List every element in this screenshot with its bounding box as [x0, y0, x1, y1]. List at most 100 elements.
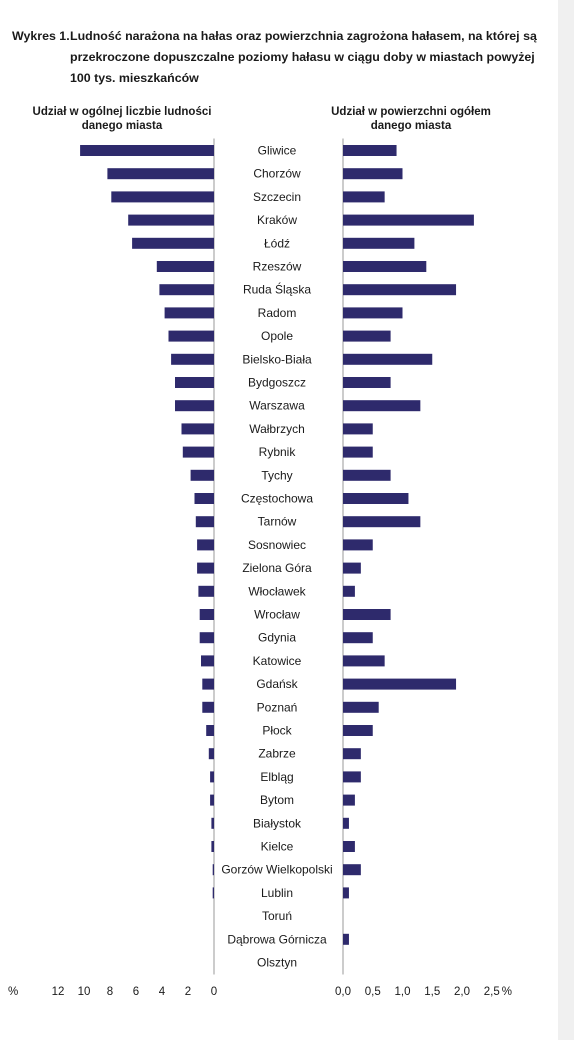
figure-title-line-1: Ludność narażona na hałas oraz powierzch…: [70, 29, 537, 43]
category-label-lublin: Lublin: [261, 886, 293, 900]
right-axis-tick-0-0: 0,0: [335, 986, 351, 998]
left-axis-tick-12: 12: [52, 986, 65, 998]
left-bar-czestochowa: [194, 493, 214, 504]
category-label-gdynia: Gdynia: [258, 631, 296, 645]
right-bar-bytom: [343, 794, 355, 806]
category-label-olsztyn: Olsztyn: [257, 956, 297, 970]
category-label-warszawa: Warszawa: [249, 399, 305, 413]
right-axis-tick-0-5: 0,5: [365, 986, 381, 998]
left-bar-zielona-gora: [197, 562, 214, 574]
right-bar-czestochowa: [343, 493, 409, 504]
category-label-tarnow: Tarnów: [258, 515, 297, 529]
left-bar-katowice: [201, 655, 214, 667]
left-axis-tick-10: 10: [78, 986, 91, 998]
category-label-czestochowa: Częstochowa: [241, 492, 313, 506]
category-label-bialystok: Białystok: [253, 816, 302, 830]
right-bar-chorzow: [343, 168, 403, 180]
left-bar-bialystok: [211, 817, 214, 829]
left-bar-wloclawek: [198, 585, 214, 597]
category-label-wroclaw: Wrocław: [254, 608, 300, 622]
category-label-kielce: Kielce: [261, 840, 294, 854]
left-bar-bytom: [210, 794, 214, 806]
left-bar-bielsko-biala: [171, 353, 214, 365]
category-label-bydgoszcz: Bydgoszcz: [248, 376, 306, 390]
right-bar-ruda-slaska: [343, 284, 457, 296]
category-label-chorzow: Chorzów: [253, 167, 301, 181]
right-bar-rybnik: [343, 446, 373, 458]
left-bar-lodz: [132, 237, 214, 249]
right-bar-szczecin: [343, 191, 385, 203]
left-bar-gliwice: [80, 145, 214, 156]
right-axis-tick-2-0: 2,0: [454, 986, 470, 998]
right-bar-radom: [343, 307, 403, 319]
left-bar-zabrze: [208, 748, 214, 760]
right-bar-lodz: [343, 237, 415, 249]
right-bar-gdansk: [343, 678, 457, 690]
right-bar-wroclaw: [343, 609, 391, 620]
left-bar-ruda-slaska: [159, 284, 214, 296]
right-bar-sosnowiec: [343, 539, 373, 551]
right-bar-gorzow-wielkopolski: [343, 864, 361, 876]
page-scrollbar[interactable]: [558, 0, 574, 1040]
category-label-radom: Radom: [258, 306, 297, 320]
left-bar-poznan: [202, 701, 214, 713]
right-bar-zabrze: [343, 748, 361, 760]
right-bar-katowice: [343, 655, 385, 667]
category-label-zabrze: Zabrze: [258, 747, 296, 761]
category-label-lodz: Łódź: [264, 236, 290, 250]
category-label-zielona-gora: Zielona Góra: [242, 561, 312, 575]
category-label-bielsko-biala: Bielsko-Biała: [242, 352, 312, 366]
left-panel-title: Udział w ogólnej liczbie ludności danego…: [22, 105, 222, 133]
category-label-sosnowiec: Sosnowiec: [248, 538, 306, 552]
right-bar-kielce: [343, 841, 355, 852]
left-bar-walbrzych: [181, 423, 214, 435]
left-bar-rzeszow: [156, 261, 214, 272]
right-panel-title-line-2: danego miasta: [370, 120, 452, 132]
category-label-plock: Płock: [262, 724, 292, 738]
category-label-bytom: Bytom: [260, 793, 294, 807]
left-bar-tarnow: [195, 516, 214, 528]
category-label-dabrowa-gornicza: Dąbrowa Górnicza: [227, 932, 327, 946]
right-bar-gliwice: [343, 145, 397, 156]
left-axis-tick-2: 2: [185, 986, 191, 998]
right-bar-tarnow: [343, 516, 421, 528]
category-label-gliwice: Gliwice: [258, 144, 297, 158]
right-bar-bialystok: [343, 817, 349, 829]
category-label-gorzow-wielkopolski: Gorzów Wielkopolski: [221, 863, 332, 877]
right-axis-tick-1-5: 1,5: [424, 986, 440, 998]
left-panel-title-line-1: Udział w ogólnej liczbie ludności: [32, 106, 212, 118]
category-label-walbrzych: Wałbrzych: [249, 422, 305, 436]
left-bar-rybnik: [182, 446, 214, 458]
left-axis-tick-8: 8: [107, 986, 113, 998]
right-bar-elblag: [343, 771, 361, 783]
category-label-poznan: Poznań: [257, 700, 298, 714]
left-bar-bydgoszcz: [175, 377, 214, 388]
left-bar-radom: [164, 307, 214, 319]
left-bar-gdynia: [199, 632, 214, 644]
right-bar-opole: [343, 330, 391, 342]
figure-title-line-3: 100 tys. mieszkańców: [70, 71, 199, 85]
right-axis-tick-2-5: 2,5: [484, 986, 500, 998]
left-axis-unit-label: %: [8, 986, 18, 998]
left-bar-gdansk: [202, 678, 214, 690]
figure-title: Wykres 1.Ludność narażona na hałas oraz …: [12, 26, 542, 89]
figure-number: Wykres 1.: [12, 29, 70, 43]
butterfly-bar-chart: Gliwice Chorzów Szczecin Kraków Łódź Rzeszów R…: [8, 138, 512, 998]
category-label-krakow: Kraków: [257, 213, 297, 227]
right-bar-plock: [343, 725, 373, 736]
left-panel-title-line-2: danego miasta: [81, 120, 163, 132]
category-label-tychy: Tychy: [261, 468, 292, 482]
right-bar-walbrzych: [343, 423, 373, 435]
right-bar-warszawa: [343, 400, 421, 412]
right-bar-tychy: [343, 469, 391, 481]
right-bar-lublin: [343, 887, 349, 899]
right-bar-krakow: [343, 214, 474, 226]
category-label-elblag: Elbląg: [260, 770, 293, 784]
category-label-rybnik: Rybnik: [259, 445, 297, 459]
right-bar-dabrowa-gornicza: [343, 933, 349, 945]
right-panel-title-line-1: Udział w powierzchni ogółem: [331, 106, 491, 118]
left-bar-lublin: [212, 887, 214, 899]
left-axis-tick-0: 0: [211, 986, 217, 998]
category-label-opole: Opole: [261, 329, 293, 343]
left-bar-tychy: [190, 469, 214, 481]
